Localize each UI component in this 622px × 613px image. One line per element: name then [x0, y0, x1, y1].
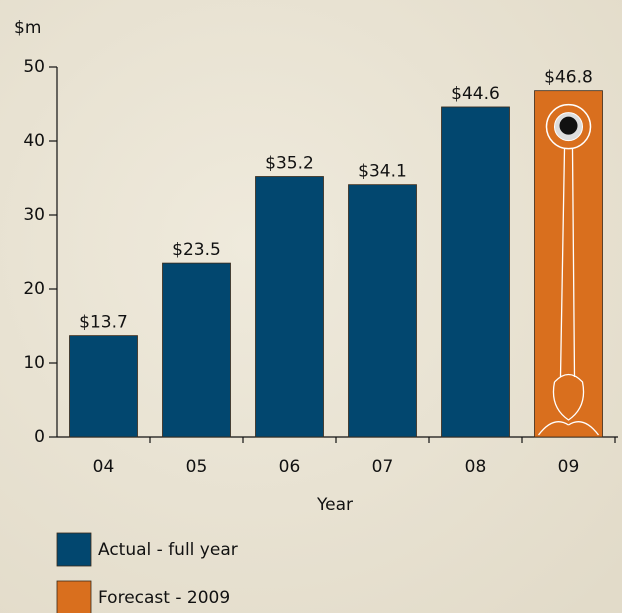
x-tick-label: 06 [279, 457, 301, 477]
legend-label: Forecast - 2009 [98, 588, 230, 608]
legend-swatch [56, 532, 92, 567]
bar [534, 90, 603, 438]
y-tick-label: 40 [23, 131, 45, 151]
value-label: $44.6 [451, 84, 500, 104]
legend-label: Actual - full year [98, 540, 238, 560]
value-label: $35.2 [265, 154, 314, 174]
x-axis-label: Year [316, 495, 353, 515]
value-label: $34.1 [358, 162, 407, 182]
mascot-pupil [559, 116, 578, 135]
y-tick-label: 10 [23, 353, 45, 373]
y-tick-label: 20 [23, 279, 45, 299]
value-label: $13.7 [79, 313, 128, 333]
bar [348, 184, 417, 438]
x-tick-label: 04 [93, 457, 115, 477]
mascot-head [545, 103, 592, 150]
legend-swatch [56, 580, 92, 613]
bar [441, 106, 510, 438]
y-tick-label: 30 [23, 205, 45, 225]
x-tick-label: 07 [372, 457, 394, 477]
x-tick-label: 09 [558, 457, 580, 477]
value-label: $46.8 [544, 68, 593, 88]
y-tick-label: 50 [23, 57, 45, 77]
value-label: $23.5 [172, 240, 221, 260]
x-tick-label: 08 [465, 457, 487, 477]
y-tick-label: 0 [34, 427, 45, 447]
mascot-body [537, 148, 600, 436]
y-axis-label: $m [14, 18, 41, 38]
bar [162, 262, 231, 438]
x-tick-label: 05 [186, 457, 208, 477]
bar [69, 335, 138, 438]
bar [255, 176, 324, 438]
